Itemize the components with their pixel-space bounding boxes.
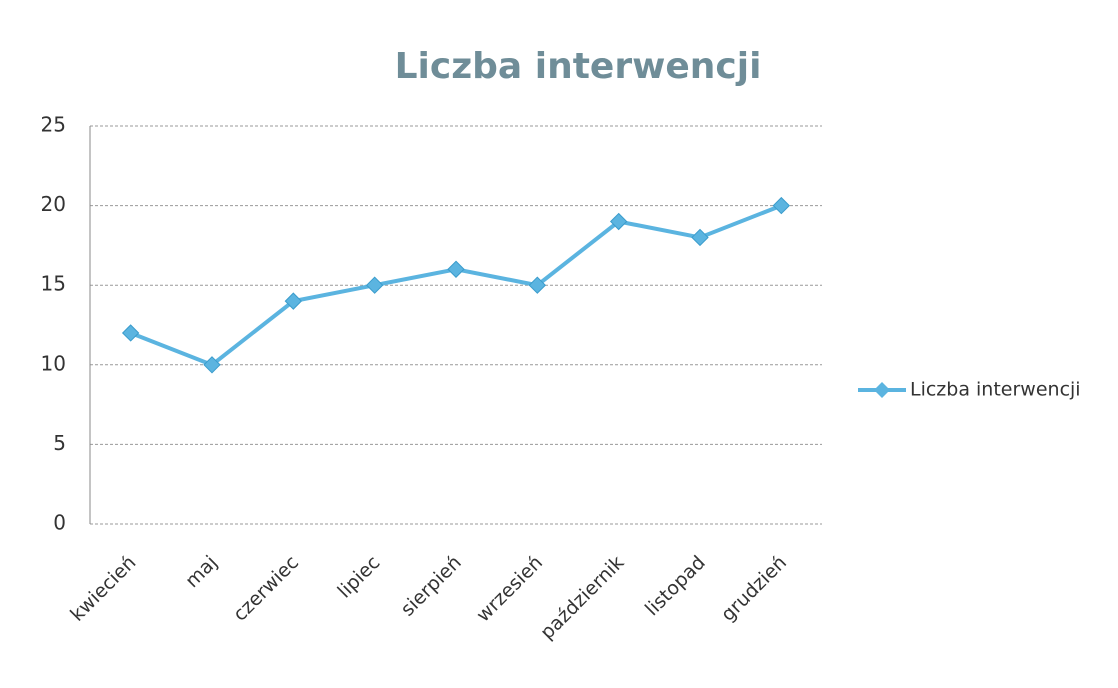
chart-title: Liczba interwencji — [395, 46, 762, 87]
x-tick-label: maj — [181, 552, 222, 593]
x-tick-label: kwiecień — [66, 552, 140, 626]
data-point — [121, 324, 140, 342]
data-point — [203, 356, 221, 374]
y-tick-label: 25 — [41, 113, 66, 137]
data-point — [772, 196, 791, 215]
data-point — [691, 228, 709, 247]
y-tick-label: 20 — [41, 192, 66, 216]
x-tick-label: listopad — [641, 552, 710, 621]
y-tick-label: 10 — [41, 351, 66, 375]
x-tick-label: czerwiec — [229, 552, 303, 626]
x-tick-label: wrzesień — [472, 552, 547, 627]
y-tick-label: 5 — [53, 431, 66, 455]
y-tick-label: 0 — [53, 511, 66, 535]
y-tick-label: 15 — [41, 272, 66, 296]
data-point — [528, 276, 547, 294]
x-tick-label: październik — [536, 552, 628, 644]
legend-label: Liczba interwencji — [910, 379, 1081, 401]
data-point — [447, 260, 465, 278]
legend-marker — [874, 382, 890, 398]
data-point — [365, 276, 384, 294]
x-tick-label: lipiec — [333, 552, 384, 603]
x-tick-label: sierpień — [397, 552, 466, 621]
x-tick-label: grudzień — [717, 552, 791, 626]
data-point — [609, 212, 628, 231]
data-point — [284, 292, 303, 310]
